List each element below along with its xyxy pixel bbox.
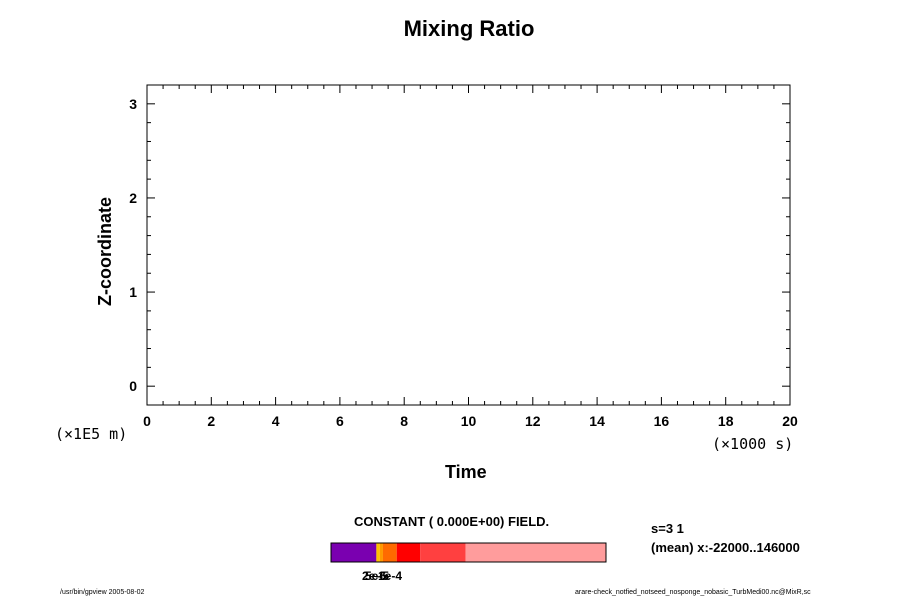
y-axis-label: Z-coordinate — [95, 196, 115, 306]
x-tick-label: 8 — [400, 413, 408, 429]
x-tick-label: 18 — [718, 413, 734, 429]
colorbar: 2e-65e-51e-4 — [330, 542, 607, 583]
field-note: CONSTANT ( 0.000E+00) FIELD. — [354, 514, 550, 529]
colorbar-segment — [396, 543, 421, 562]
x-tick-label: 16 — [654, 413, 670, 429]
x-tick-label: 0 — [143, 413, 151, 429]
colorbar-tick-label: 1e-4 — [378, 569, 402, 583]
x-tick-label: 2 — [207, 413, 215, 429]
plot-frame — [146, 84, 791, 406]
y-axis: 0 1 2 3 — [129, 84, 790, 406]
colorbar-tick-label: 2e-6 — [362, 569, 386, 583]
colorbar-segment — [379, 543, 383, 562]
annotation-line2: (mean) x:-22000..146000 — [651, 540, 800, 555]
colorbar-segment — [382, 543, 397, 562]
colorbar-segment — [420, 543, 466, 562]
chart-title: Mixing Ratio — [403, 16, 535, 41]
x-scale-note: (×1000 s) — [712, 435, 794, 453]
y-tick-label: 2 — [129, 190, 137, 206]
x-tick-label: 14 — [589, 413, 605, 429]
annotation-line1: s=3 1 — [651, 521, 684, 536]
x-tick-label: 12 — [525, 413, 541, 429]
colorbar-frame — [330, 542, 607, 563]
colorbar-segment — [465, 543, 606, 562]
x-tick-label: 6 — [336, 413, 344, 429]
y-tick-label: 3 — [129, 96, 137, 112]
x-axis: 0 2 4 6 8 10 12 14 16 18 20 — [143, 85, 798, 429]
x-axis-label: Time — [445, 462, 487, 482]
y-tick-label: 1 — [129, 284, 137, 300]
x-tick-label: 4 — [272, 413, 280, 429]
footer-right: arare-check_notfied_notseed_nosponge_nob… — [575, 589, 811, 596]
y-scale-note: (×1E5 m) — [55, 425, 128, 443]
colorbar-segment — [331, 543, 377, 562]
x-tick-label: 20 — [782, 413, 798, 429]
colorbar-tick-label: 5e-5 — [365, 569, 389, 583]
footer-left: /usr/bin/gpview 2005-08-02 — [60, 589, 145, 596]
y-tick-label: 0 — [129, 378, 137, 394]
colorbar-segment — [376, 543, 380, 562]
x-tick-label: 10 — [461, 413, 477, 429]
